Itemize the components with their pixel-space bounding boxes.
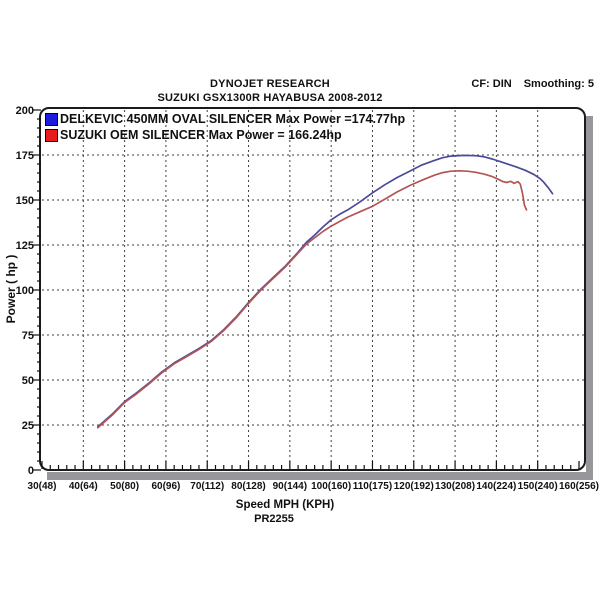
x-tick-label: 60(96) [151, 481, 180, 492]
series-line-suzuki-oem [96, 169, 528, 429]
dyno-run-id: PR2255 [254, 513, 294, 525]
legend-label-suzuki-oem: SUZUKI OEM SILENCER Max Power = 166.24hp [60, 128, 342, 142]
smoothing-label: Smoothing: 5 [523, 78, 594, 90]
legend-swatch-suzuki-oem-icon [45, 128, 58, 142]
y-axis-title: Power ( hp ) [4, 254, 18, 324]
x-tick-label: 40(64) [69, 481, 98, 492]
y-tick-label: 100 [16, 285, 34, 297]
x-tick-label: 120(192) [394, 481, 434, 492]
x-tick-label: 140(224) [476, 481, 516, 492]
legend: DELKEVIC 450MM OVAL SILENCER Max Power =… [45, 111, 405, 143]
x-tick-label: 80(128) [231, 481, 265, 492]
y-tick-label: 75 [22, 330, 34, 342]
y-tick-label: 125 [16, 240, 34, 252]
cf-label: CF: DIN [471, 78, 512, 90]
x-axis-title: Speed MPH (KPH) [235, 499, 335, 511]
x-tick-label: 100(160) [311, 481, 351, 492]
legend-row-suzuki-oem: SUZUKI OEM SILENCER Max Power = 166.24hp [45, 127, 405, 143]
x-tick-label: 50(80) [110, 481, 139, 492]
chart-title: DYNOJET RESEARCH [210, 78, 330, 90]
frame-shadow-right [586, 116, 593, 478]
x-tick-label: 110(175) [353, 481, 392, 492]
legend-swatch-delkevic-icon [45, 112, 58, 126]
cf-smoothing: CF: DIN Smoothing: 5 [471, 78, 594, 90]
y-tick-label: 200 [16, 105, 34, 117]
frame-shadow-bottom [47, 472, 593, 480]
chart-subtitle: SUZUKI GSX1300R HAYABUSA 2008-2012 [157, 92, 383, 104]
y-tick-label: 150 [16, 195, 34, 207]
y-tick-label: 50 [22, 375, 34, 387]
y-tick-label: 175 [16, 150, 34, 162]
x-tick-label: 90(144) [273, 481, 307, 492]
y-tick-label: 0 [28, 465, 34, 477]
chart-header: DYNOJET RESEARCH SUZUKI GSX1300R HAYABUS… [0, 77, 540, 105]
x-tick-label: 30(48) [28, 481, 57, 492]
x-tick-label: 130(208) [435, 481, 475, 492]
x-tick-label: 160(256) [559, 481, 599, 492]
legend-row-delkevic: DELKEVIC 450MM OVAL SILENCER Max Power =… [45, 111, 405, 127]
y-tick-label: 25 [22, 420, 34, 432]
legend-label-delkevic: DELKEVIC 450MM OVAL SILENCER Max Power =… [60, 112, 406, 126]
x-tick-label: 150(240) [518, 481, 558, 492]
x-tick-label: 70(112) [190, 481, 224, 492]
